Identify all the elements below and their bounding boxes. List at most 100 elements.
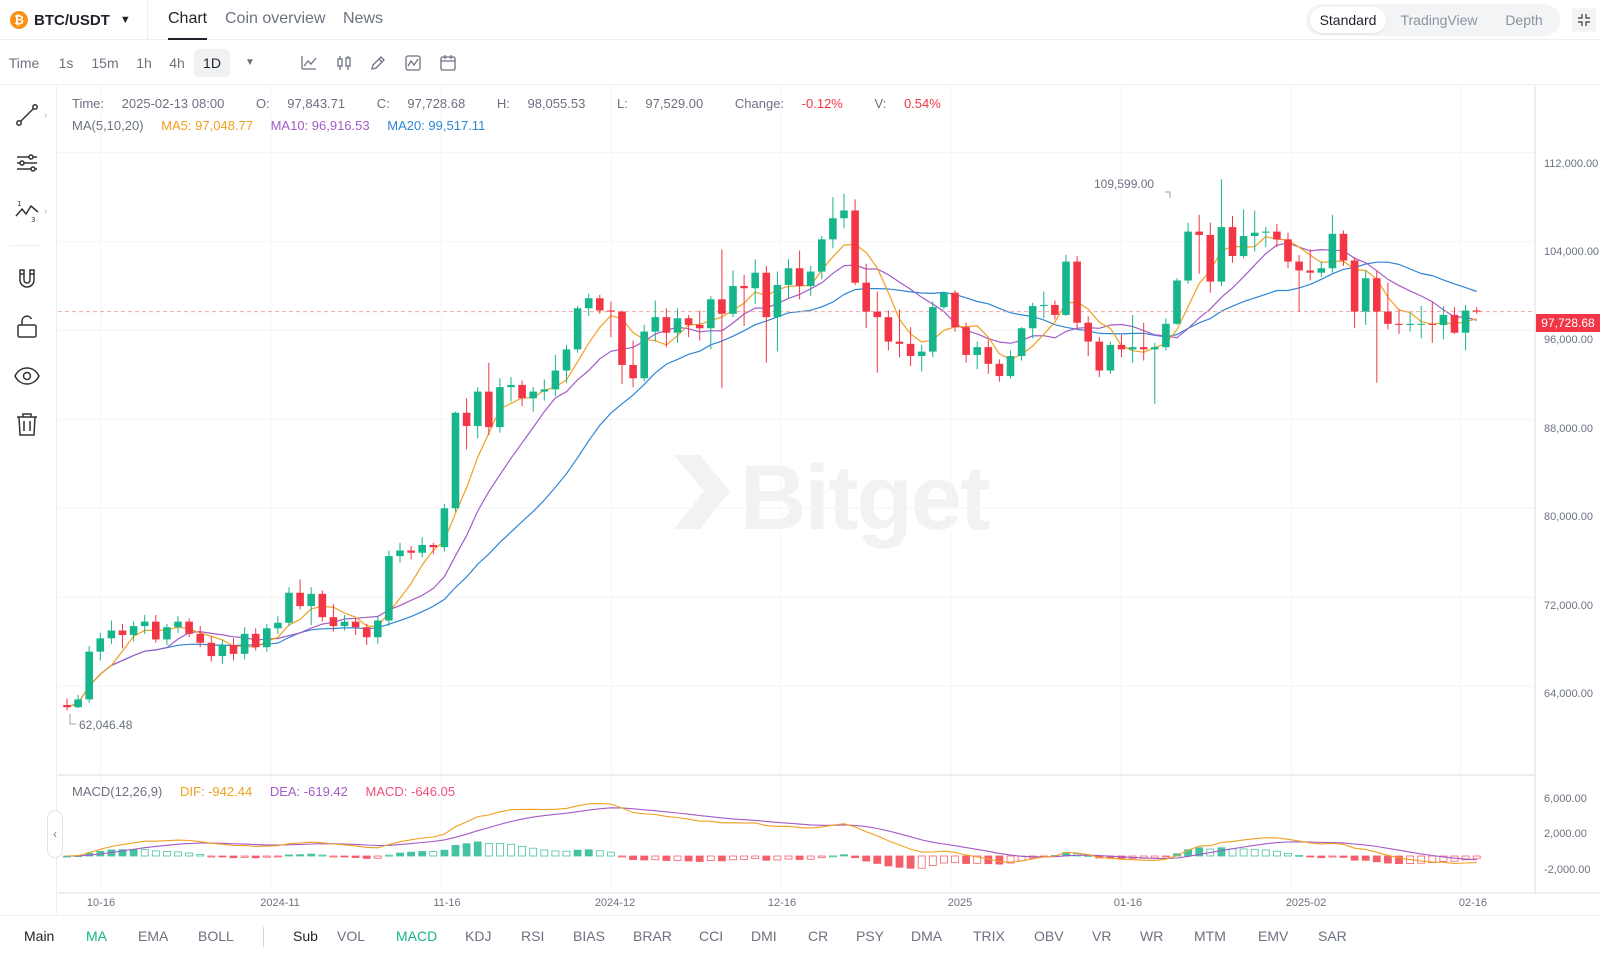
candle-body bbox=[1295, 261, 1303, 271]
indicator-cr[interactable]: CR bbox=[808, 928, 829, 944]
view-depth[interactable]: Depth bbox=[1505, 12, 1543, 28]
candle-body bbox=[496, 387, 504, 428]
indicator-bias[interactable]: BIAS bbox=[573, 928, 605, 944]
ohlc-open: O: 97,843.71 bbox=[256, 96, 359, 111]
indicator-macd[interactable]: MACD bbox=[396, 928, 438, 944]
drawing-sidebar: › 3 1 › bbox=[0, 86, 57, 914]
calendar-icon[interactable] bbox=[438, 53, 458, 73]
indicator-dmi[interactable]: DMI bbox=[751, 928, 777, 944]
trend-line-icon[interactable] bbox=[14, 102, 40, 128]
macd-histogram-bar bbox=[1472, 855, 1481, 860]
macd-histogram-bar bbox=[529, 847, 538, 857]
macd-histogram-bar bbox=[884, 855, 893, 867]
candle-body bbox=[1439, 314, 1448, 325]
indicator-psy[interactable]: PSY bbox=[856, 928, 885, 944]
indicator-mtm[interactable]: MTM bbox=[1194, 928, 1226, 944]
date-tick: 2025 bbox=[947, 897, 973, 909]
candle-body bbox=[1151, 347, 1159, 350]
macd-histogram-bar bbox=[473, 841, 482, 857]
indicator-obv[interactable]: OBV bbox=[1034, 928, 1064, 944]
pattern-icon[interactable]: 3 1 bbox=[14, 198, 40, 224]
indicator-dma[interactable]: DMA bbox=[911, 928, 943, 944]
candle-body bbox=[784, 268, 793, 285]
candle-body bbox=[1006, 356, 1015, 377]
tab-news[interactable]: News bbox=[343, 10, 384, 27]
eye-icon[interactable] bbox=[14, 363, 40, 389]
timeframe-1h[interactable]: 1h bbox=[136, 55, 152, 71]
candle-body bbox=[485, 391, 493, 428]
view-tradingview[interactable]: TradingView bbox=[1400, 12, 1478, 28]
indicator-sar[interactable]: SAR bbox=[1318, 928, 1347, 944]
timeframe-time[interactable]: Time bbox=[8, 55, 40, 71]
compare-icon[interactable] bbox=[403, 53, 423, 73]
candle-body bbox=[806, 271, 815, 287]
candle-body bbox=[473, 391, 482, 427]
timeframe-4h[interactable]: 4h bbox=[169, 55, 185, 71]
macd-histogram-bar bbox=[928, 855, 937, 867]
date-tick: 01-16 bbox=[1113, 897, 1143, 909]
macd-histogram-bar bbox=[806, 855, 815, 860]
candle-body bbox=[1162, 323, 1170, 348]
candle-body bbox=[152, 621, 160, 640]
lock-icon[interactable] bbox=[14, 314, 40, 340]
tab-coin-overview[interactable]: Coin overview bbox=[225, 10, 326, 27]
fullscreen-button[interactable] bbox=[1572, 8, 1596, 32]
candle-body bbox=[562, 349, 571, 371]
tab-chart[interactable]: Chart bbox=[168, 0, 208, 40]
indicator-rsi[interactable]: RSI bbox=[521, 928, 545, 944]
trash-icon[interactable] bbox=[14, 411, 40, 437]
timeframe-1s[interactable]: 1s bbox=[58, 55, 74, 71]
candle-body bbox=[707, 299, 715, 329]
candle-body bbox=[618, 311, 626, 365]
macd-histogram-bar bbox=[906, 855, 915, 869]
macd-histogram-bar bbox=[484, 843, 493, 857]
indicator-brar[interactable]: BRAR bbox=[633, 928, 672, 944]
candle-body bbox=[396, 550, 404, 557]
pair-selector[interactable]: ₿ BTC/USDT ▼ bbox=[10, 7, 131, 33]
indicator-line-icon[interactable] bbox=[299, 53, 319, 73]
indicator-vr[interactable]: VR bbox=[1092, 928, 1112, 944]
candle-body bbox=[1228, 227, 1237, 257]
collapse-panel-button[interactable]: ‹ bbox=[47, 810, 63, 858]
macd-histogram-bar bbox=[618, 855, 626, 858]
candle-type-icon[interactable] bbox=[334, 53, 354, 73]
candle-body bbox=[307, 593, 315, 607]
indicator-vol[interactable]: VOL bbox=[337, 928, 366, 944]
candle-body bbox=[540, 389, 549, 392]
indicator-ma[interactable]: MA bbox=[86, 928, 107, 944]
candle-body bbox=[862, 282, 870, 312]
macd-histogram-bar bbox=[640, 855, 649, 861]
candle-body bbox=[818, 239, 826, 272]
low-marker: 62,046.48 bbox=[79, 718, 133, 732]
indicator-kdj[interactable]: KDJ bbox=[465, 928, 492, 944]
macd-histogram-bar bbox=[917, 855, 926, 869]
more-timeframes-icon[interactable]: ▼ bbox=[245, 57, 255, 68]
volume-value: 0.54% bbox=[903, 96, 941, 111]
candle-body bbox=[951, 292, 959, 328]
candle-body bbox=[1250, 232, 1259, 237]
timeframe-15m[interactable]: 15m bbox=[91, 55, 119, 71]
fib-tools-icon[interactable] bbox=[14, 150, 40, 176]
price-tick: 96,000.00 bbox=[1544, 334, 1593, 346]
draw-pen-icon[interactable] bbox=[368, 53, 388, 73]
macd-histogram-bar bbox=[207, 855, 216, 858]
indicator-boll[interactable]: BOLL bbox=[198, 928, 234, 944]
magnet-icon[interactable] bbox=[14, 266, 40, 292]
macd-histogram-bar bbox=[1261, 849, 1270, 857]
indicator-ema[interactable]: EMA bbox=[138, 928, 169, 944]
ma10-line bbox=[66, 242, 1477, 708]
dea-value: DEA: -619.42 bbox=[269, 784, 348, 799]
indicator-wr[interactable]: WR bbox=[1140, 928, 1164, 944]
macd-histogram-bar bbox=[407, 851, 416, 857]
candle-body bbox=[673, 318, 682, 333]
timeframe-1d[interactable]: 1D bbox=[194, 49, 230, 77]
macd-histogram-bar bbox=[1228, 848, 1237, 857]
indicator-cci[interactable]: CCI bbox=[699, 928, 724, 944]
indicator-trix[interactable]: TRIX bbox=[973, 928, 1005, 944]
view-standard[interactable]: Standard bbox=[1310, 7, 1386, 33]
macd-histogram-bar bbox=[729, 855, 737, 861]
sub-indicators-label: Sub bbox=[293, 928, 318, 944]
indicator-emv[interactable]: EMV bbox=[1258, 928, 1289, 944]
candlestick-chart[interactable] bbox=[0, 0, 1600, 915]
collapse-arrows-icon bbox=[1578, 14, 1590, 26]
